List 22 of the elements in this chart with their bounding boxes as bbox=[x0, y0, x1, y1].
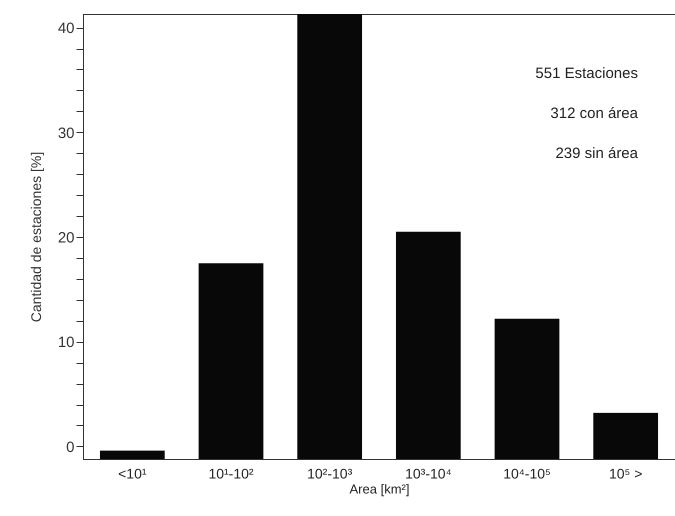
y-axis-title: Cantidad de estaciones [%] bbox=[28, 152, 44, 322]
x-tick-label: <10¹ bbox=[118, 466, 147, 482]
annotation: 312 con área bbox=[550, 105, 639, 122]
bar bbox=[297, 14, 362, 459]
y-tick-label: 30 bbox=[58, 124, 74, 142]
bar bbox=[396, 232, 461, 459]
y-tick-label: 10 bbox=[58, 334, 74, 352]
bar bbox=[593, 412, 658, 459]
annotation: 551 Estaciones bbox=[535, 65, 638, 82]
annotation: 239 sin área bbox=[555, 145, 639, 162]
x-tick-label: 10³-10⁴ bbox=[405, 466, 452, 482]
bar bbox=[100, 450, 165, 459]
x-tick-label: 10⁵ > bbox=[608, 466, 642, 482]
y-tick-label: 40 bbox=[58, 20, 74, 38]
x-tick-label: 10²-10³ bbox=[307, 466, 353, 482]
x-axis-title: Area [km²] bbox=[350, 482, 410, 496]
y-tick-label: 0 bbox=[66, 438, 74, 456]
bar bbox=[198, 263, 264, 459]
x-tick-label: 10¹-10² bbox=[208, 466, 254, 482]
bar bbox=[494, 318, 560, 459]
x-tick-label: 10⁴-10⁵ bbox=[503, 466, 551, 482]
y-tick-label: 20 bbox=[58, 230, 74, 247]
